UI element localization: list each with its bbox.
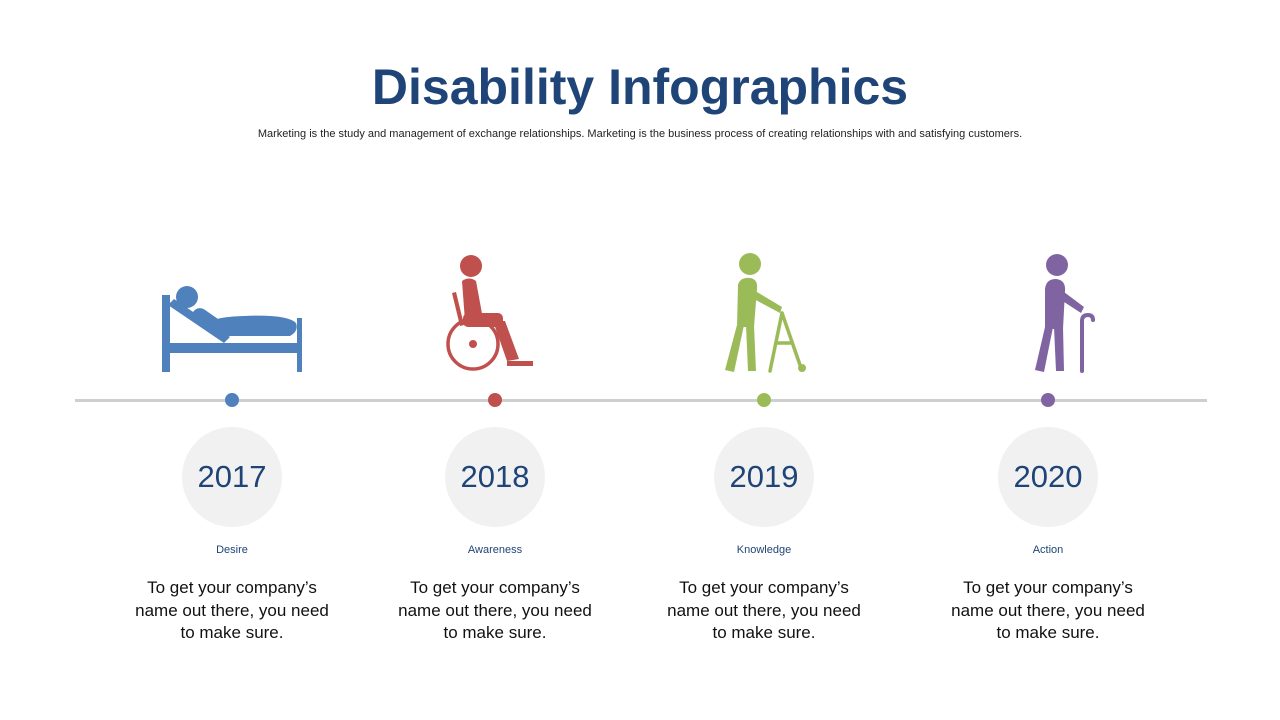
timeline-dot — [488, 393, 502, 407]
step-label: Awareness — [467, 544, 523, 556]
timeline-line — [75, 399, 1207, 402]
timeline-step-2017: 2017 Desire To get your company’s name o… — [102, 0, 362, 720]
timeline-dot — [757, 393, 771, 407]
step-label: Knowledge — [736, 544, 792, 556]
wheelchair-icon — [446, 255, 533, 371]
step-description: To get your company’s name out there, yo… — [135, 578, 329, 642]
timeline-step-2018: 2018 Awareness To get your company’s nam… — [365, 0, 625, 720]
year-circle: 2020 — [998, 427, 1098, 527]
year-text: 2019 — [729, 459, 799, 494]
year-circle: 2019 — [714, 427, 814, 527]
step-description: To get your company’s name out there, yo… — [951, 578, 1145, 642]
step-label: Action — [1032, 544, 1064, 556]
walker-icon — [725, 253, 806, 373]
page-title: Disability Infographics — [371, 59, 909, 115]
timeline-step-2020: 2020 Action To get your company’s name o… — [918, 0, 1178, 720]
step-label: Desire — [216, 544, 248, 556]
year-circle: 2018 — [445, 427, 545, 527]
year-text: 2017 — [197, 459, 267, 494]
person-in-bed-icon — [162, 286, 302, 372]
step-description: To get your company’s name out there, yo… — [398, 578, 592, 642]
timeline-step-2019: 2019 Knowledge To get your company’s nam… — [634, 0, 894, 720]
timeline-dot — [1041, 393, 1055, 407]
cane-icon — [1035, 254, 1095, 373]
year-text: 2020 — [1013, 459, 1083, 494]
step-description: To get your company’s name out there, yo… — [667, 578, 861, 642]
page-subtitle: Marketing is the study and management of… — [257, 128, 1023, 140]
year-text: 2018 — [460, 459, 530, 494]
timeline-dot — [225, 393, 239, 407]
year-circle: 2017 — [182, 427, 282, 527]
